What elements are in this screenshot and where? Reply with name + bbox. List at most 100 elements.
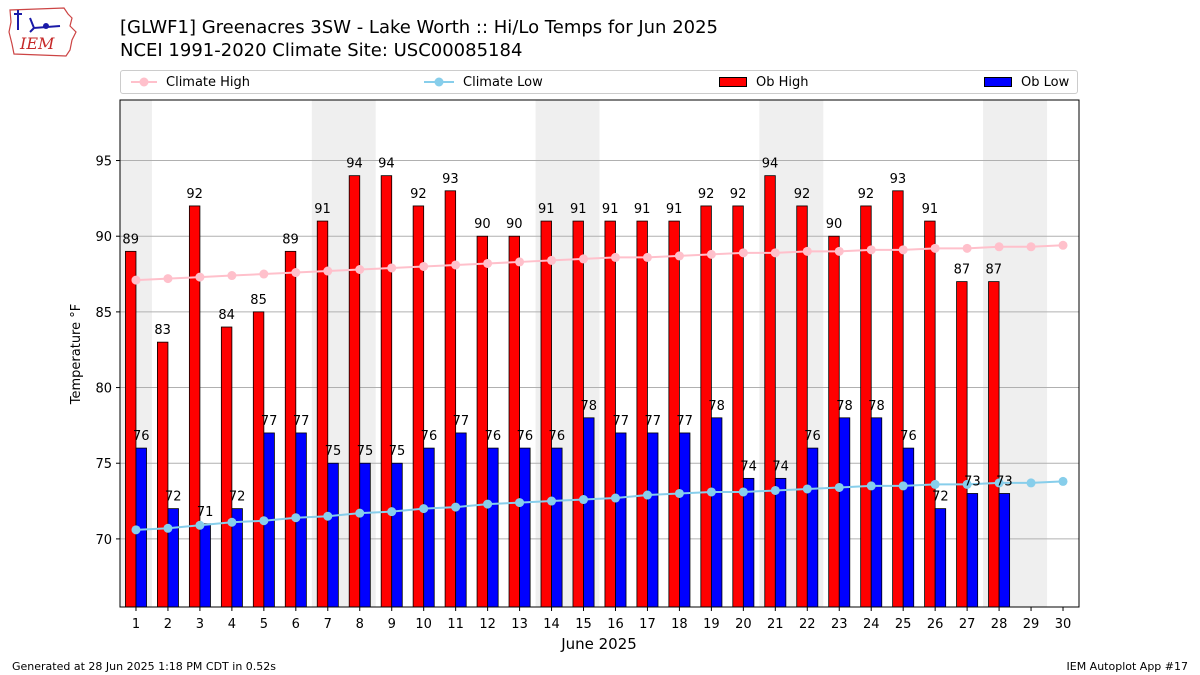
ob-high-label: 92 xyxy=(410,187,427,202)
climate-high-point xyxy=(291,268,301,278)
footer-generated-text: Generated at 28 Jun 2025 1:18 PM CDT in … xyxy=(12,660,277,673)
ob-high-label: 87 xyxy=(986,263,1003,278)
climate-low-point xyxy=(419,504,429,514)
climate-high-point xyxy=(642,252,652,262)
x-tick-label: 6 xyxy=(292,617,300,632)
ob-high-bar xyxy=(540,220,552,608)
x-tick-label: 27 xyxy=(959,617,976,632)
ob-high-bar xyxy=(316,220,329,608)
climate-low-point xyxy=(1058,476,1068,486)
ob-low-label: 78 xyxy=(836,399,853,414)
y-tick-label: 80 xyxy=(95,382,112,397)
x-tick-label: 5 xyxy=(260,617,268,632)
climate-low-point xyxy=(898,481,908,491)
climate-high-point xyxy=(131,275,141,285)
climate-low-point xyxy=(131,525,141,535)
ob-high-label: 92 xyxy=(858,187,875,202)
ob-low-label: 77 xyxy=(293,414,310,429)
ob-low-label: 74 xyxy=(772,459,789,474)
ob-low-bar xyxy=(327,462,339,608)
climate-low-point xyxy=(483,499,493,509)
x-tick-label: 8 xyxy=(356,617,364,632)
climate-high-point xyxy=(674,251,684,261)
x-tick-label: 22 xyxy=(799,617,816,632)
ob-low-bar xyxy=(423,447,435,608)
climate-high-point xyxy=(227,271,237,281)
x-tick-label: 26 xyxy=(927,617,944,632)
climate-high-point xyxy=(994,242,1004,252)
climate-low-point xyxy=(387,507,397,517)
climate-low-point xyxy=(802,484,812,494)
chart-subtitle: NCEI 1991-2020 Climate Site: USC00085184 xyxy=(120,40,523,61)
ob-high-label: 85 xyxy=(250,293,267,308)
ob-low-bar xyxy=(359,462,371,608)
y-tick-label: 75 xyxy=(95,457,112,472)
climate-low-point xyxy=(962,479,972,489)
climate-high-point xyxy=(802,246,812,256)
ob-high-label: 91 xyxy=(570,202,587,217)
ob-low-bar xyxy=(774,477,787,608)
ob-low-bar xyxy=(870,417,883,608)
climate-high-point xyxy=(195,272,205,282)
climate-high-point xyxy=(898,245,908,255)
climate-high-point xyxy=(834,246,844,256)
ob-high-bar xyxy=(252,311,265,608)
ob-high-label: 92 xyxy=(186,187,203,202)
climate-high-point xyxy=(547,255,557,265)
ob-low-bar xyxy=(391,462,403,608)
ob-low-bar xyxy=(519,447,531,608)
x-tick-label: 25 xyxy=(895,617,912,632)
ob-low-bar xyxy=(615,432,627,608)
climate-low-point xyxy=(547,496,557,506)
ob-high-label: 91 xyxy=(666,202,683,217)
legend: Climate High Climate Low Ob High Ob Low xyxy=(120,70,1078,94)
ob-low-label: 78 xyxy=(581,399,598,414)
ob-low-label: 75 xyxy=(389,444,406,459)
y-axis-label: Temperature °F xyxy=(69,304,84,405)
iowa-outline-icon xyxy=(8,7,77,57)
ob-low-label: 76 xyxy=(804,429,821,444)
ob-low-label: 76 xyxy=(517,429,534,444)
ob-low-bar xyxy=(934,508,947,608)
climate-high-point xyxy=(483,258,493,268)
climate-high-point xyxy=(610,252,620,262)
x-tick-label: 9 xyxy=(388,617,396,632)
ob-high-label: 91 xyxy=(602,202,619,217)
climate-low-point xyxy=(1026,478,1036,488)
ob-low-bar xyxy=(199,523,211,608)
ob-low-label: 75 xyxy=(325,444,342,459)
x-tick-label: 17 xyxy=(639,617,656,632)
ob-low-label: 74 xyxy=(740,459,757,474)
ob-low-bar xyxy=(710,417,723,608)
ob-high-label: 89 xyxy=(122,232,139,247)
legend-label: Climate Low xyxy=(463,74,543,90)
ob-high-label: 84 xyxy=(218,308,235,323)
climate-low-point xyxy=(515,498,525,508)
climate-low-point xyxy=(674,488,684,498)
climate-high-point xyxy=(387,263,397,273)
ob-high-label: 91 xyxy=(538,202,555,217)
x-tick-label: 13 xyxy=(511,617,528,632)
legend-item-ob-high: Ob High xyxy=(719,71,809,93)
ob-high-label: 92 xyxy=(730,187,747,202)
y-tick-label: 85 xyxy=(95,306,112,321)
ob-high-bar xyxy=(764,175,776,608)
climate-low-point xyxy=(706,487,716,497)
ob-low-label: 76 xyxy=(549,429,566,444)
legend-label: Ob High xyxy=(756,74,809,90)
x-tick-label: 15 xyxy=(575,617,592,632)
ob-high-bar xyxy=(508,235,520,608)
climate-high-point xyxy=(579,254,589,264)
x-tick-label: 2 xyxy=(164,617,172,632)
ob-high-bar xyxy=(924,220,936,608)
climate-low-point xyxy=(994,478,1004,488)
ob-low-bar xyxy=(679,432,691,608)
ob-high-label: 91 xyxy=(314,202,331,217)
ob-low-bar xyxy=(455,432,467,608)
climate-high-point xyxy=(866,245,876,255)
ob-low-bar xyxy=(583,417,595,608)
legend-label: Ob Low xyxy=(1021,74,1070,90)
ob-high-bar xyxy=(572,220,584,608)
weather-station-icon xyxy=(14,10,61,33)
